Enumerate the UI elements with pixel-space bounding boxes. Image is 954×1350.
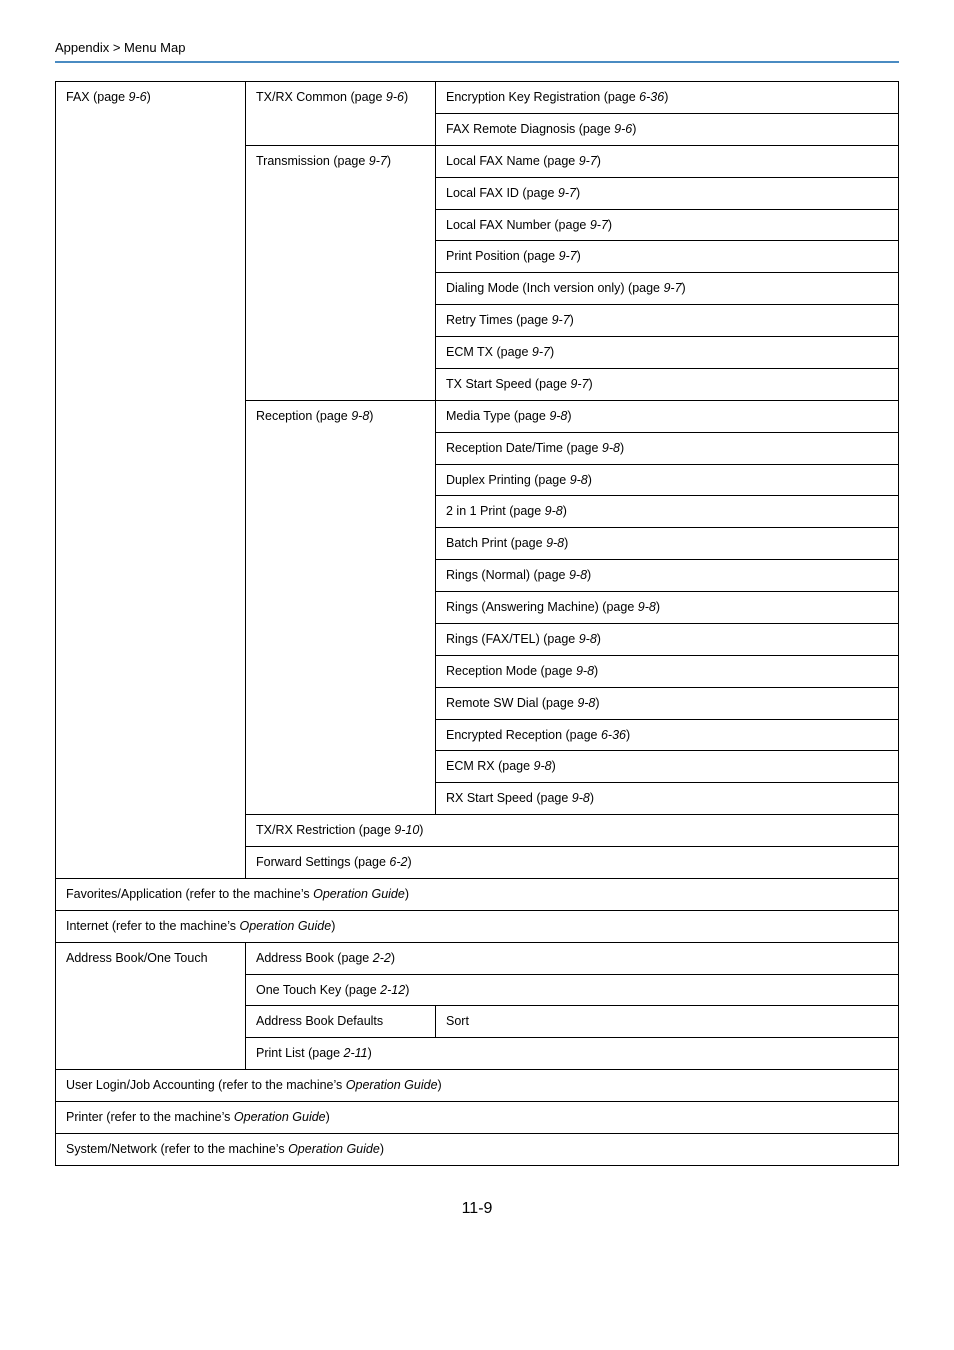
table-row: User Login/Job Accounting (refer to the … bbox=[56, 1070, 899, 1102]
item-cell: TX Start Speed (page 9-7) bbox=[436, 368, 899, 400]
item-cell: FAX Remote Diagnosis (page 9-6) bbox=[436, 113, 899, 145]
table-row: Address Book/One Touch Address Book (pag… bbox=[56, 942, 899, 974]
item-cell: Rings (Answering Machine) (page 9-8) bbox=[436, 592, 899, 624]
transmission-cell: Transmission (page 9-7) bbox=[246, 145, 436, 400]
internet-cell: Internet (refer to the machine’s Operati… bbox=[56, 910, 899, 942]
address-book-cell: Address Book (page 2-2) bbox=[246, 942, 899, 974]
fax-cell: FAX (page 9-6) bbox=[56, 82, 246, 879]
one-touch-key-cell: One Touch Key (page 2-12) bbox=[246, 974, 899, 1006]
item-cell: 2 in 1 Print (page 9-8) bbox=[436, 496, 899, 528]
item-cell: Encrypted Reception (page 6-36) bbox=[436, 719, 899, 751]
reception-cell: Reception (page 9-8) bbox=[246, 400, 436, 814]
menu-map-table: FAX (page 9-6) TX/RX Common (page 9-6) E… bbox=[55, 81, 899, 1166]
txrx-restriction-cell: TX/RX Restriction (page 9-10) bbox=[246, 815, 899, 847]
item-cell: Media Type (page 9-8) bbox=[436, 400, 899, 432]
item-cell: Reception Date/Time (page 9-8) bbox=[436, 432, 899, 464]
item-cell: Dialing Mode (Inch version only) (page 9… bbox=[436, 273, 899, 305]
item-cell: Rings (Normal) (page 9-8) bbox=[436, 560, 899, 592]
table-row: FAX (page 9-6) TX/RX Common (page 9-6) E… bbox=[56, 82, 899, 114]
item-cell: Local FAX Number (page 9-7) bbox=[436, 209, 899, 241]
table-row: Favorites/Application (refer to the mach… bbox=[56, 878, 899, 910]
table-row: Internet (refer to the machine’s Operati… bbox=[56, 910, 899, 942]
address-book-defaults-label-cell: Address Book Defaults bbox=[246, 1006, 436, 1038]
item-cell: Print Position (page 9-7) bbox=[436, 241, 899, 273]
user-login-cell: User Login/Job Accounting (refer to the … bbox=[56, 1070, 899, 1102]
item-cell: Reception Mode (page 9-8) bbox=[436, 655, 899, 687]
item-cell: Batch Print (page 9-8) bbox=[436, 528, 899, 560]
table-row: System/Network (refer to the machine’s O… bbox=[56, 1133, 899, 1165]
item-cell: ECM RX (page 9-8) bbox=[436, 751, 899, 783]
item-cell: Encryption Key Registration (page 6-36) bbox=[436, 82, 899, 114]
breadcrumb: Appendix > Menu Map bbox=[55, 40, 899, 55]
item-cell: Retry Times (page 9-7) bbox=[436, 305, 899, 337]
table-row: Printer (refer to the machine’s Operatio… bbox=[56, 1102, 899, 1134]
item-cell: RX Start Speed (page 9-8) bbox=[436, 783, 899, 815]
system-network-cell: System/Network (refer to the machine’s O… bbox=[56, 1133, 899, 1165]
favorites-cell: Favorites/Application (refer to the mach… bbox=[56, 878, 899, 910]
header-rule bbox=[55, 61, 899, 63]
item-cell: ECM TX (page 9-7) bbox=[436, 337, 899, 369]
item-cell: Remote SW Dial (page 9-8) bbox=[436, 687, 899, 719]
print-list-cell: Print List (page 2-11) bbox=[246, 1038, 899, 1070]
item-cell: Local FAX Name (page 9-7) bbox=[436, 145, 899, 177]
txrx-common-cell: TX/RX Common (page 9-6) bbox=[246, 82, 436, 146]
address-book-defaults-value-cell: Sort bbox=[436, 1006, 899, 1038]
printer-cell: Printer (refer to the machine’s Operatio… bbox=[56, 1102, 899, 1134]
item-cell: Rings (FAX/TEL) (page 9-8) bbox=[436, 623, 899, 655]
item-cell: Local FAX ID (page 9-7) bbox=[436, 177, 899, 209]
forward-settings-cell: Forward Settings (page 6-2) bbox=[246, 847, 899, 879]
address-book-label-cell: Address Book/One Touch bbox=[56, 942, 246, 1070]
page-number: 11-9 bbox=[55, 1200, 899, 1218]
item-cell: Duplex Printing (page 9-8) bbox=[436, 464, 899, 496]
